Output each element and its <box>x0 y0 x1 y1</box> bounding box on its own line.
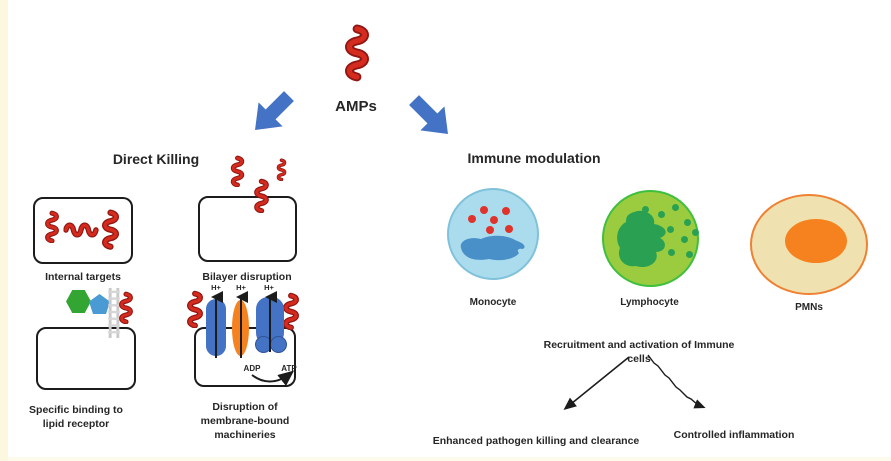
alpha-helix-icon <box>283 292 299 330</box>
pmn-cell <box>750 194 868 295</box>
page-edge-left <box>0 0 8 461</box>
granule-dot <box>490 216 498 224</box>
alpha-helix-icon <box>187 290 203 328</box>
h-plus-label: H+ <box>264 283 274 292</box>
machinery-line3: machineries <box>214 429 276 441</box>
ligand-pentagon-icon <box>89 294 110 314</box>
alpha-helix-icon <box>254 178 269 213</box>
h-plus-label: H+ <box>236 283 246 292</box>
granule-dot <box>692 229 699 236</box>
ligand-hexagon-icon <box>66 290 91 313</box>
outcome-inflammation-label: Controlled inflammation <box>673 429 795 441</box>
granule-dot <box>486 226 494 234</box>
adp-label: ADP <box>243 364 261 373</box>
monocyte-label: Monocyte <box>469 297 517 308</box>
alpha-helix-icon <box>276 158 287 181</box>
atp-label: ATP <box>281 364 297 373</box>
monocyte-cell <box>447 188 539 280</box>
granule-dot <box>642 206 649 213</box>
granule-dot <box>672 204 679 211</box>
immune-modulation-title: Immune modulation <box>467 150 601 166</box>
ion-channel-icon <box>206 299 226 356</box>
alpha-helix-icon <box>45 210 59 243</box>
amps-label: AMPs <box>335 98 377 115</box>
internal-targets-label: Internal targets <box>45 271 121 283</box>
granule-dot <box>658 211 665 218</box>
alpha-helix-icon <box>119 291 133 324</box>
h-plus-label: H+ <box>211 283 221 292</box>
bilayer-cell <box>198 196 297 262</box>
atp-synthase-subunit-icon <box>270 336 287 353</box>
lymphocyte-cell <box>602 190 699 287</box>
machinery-label: Disruption of membrane-bound machineries <box>185 400 305 442</box>
branch-arrow-right-icon <box>394 80 468 154</box>
machinery-line1: Disruption of <box>212 401 278 413</box>
machinery-line2: membrane-bound <box>200 415 290 427</box>
monocyte-nucleus-shape <box>460 235 525 261</box>
pmn-label: PMNs <box>795 302 823 313</box>
alpha-helix-icon <box>102 206 119 252</box>
pmn-nucleus-shape <box>785 219 847 263</box>
specific-binding-line2: lipid receptor <box>42 418 110 430</box>
page-edge-bottom <box>0 457 891 461</box>
granule-dot <box>468 215 476 223</box>
granule-dot <box>667 226 674 233</box>
granule-dot <box>505 225 513 233</box>
branch-arrow-left-icon <box>235 76 309 150</box>
bilayer-label: Bilayer disruption <box>202 271 292 283</box>
lymphocyte-label: Lymphocyte <box>620 297 679 308</box>
recruitment-label: Recruitment and activation of Immune cel… <box>543 339 735 365</box>
specific-binding-label: Specific binding to lipid receptor <box>16 403 136 431</box>
lipid-receptor-cell <box>36 327 136 390</box>
granule-dot <box>681 236 688 243</box>
granule-dot <box>502 207 510 215</box>
granule-dot <box>668 249 675 256</box>
granule-dot <box>686 251 693 258</box>
granule-dot <box>684 219 691 226</box>
direct-killing-title: Direct Killing <box>112 151 200 167</box>
transporter-icon <box>232 300 249 356</box>
alpha-helix-icon <box>230 155 245 187</box>
specific-binding-line1: Specific binding to <box>29 404 123 416</box>
lymphocyte-nucleus-shape <box>617 210 666 268</box>
outcome-killing-label: Enhanced pathogen killing and clearance <box>432 435 640 447</box>
alpha-helix-icon <box>345 19 369 85</box>
alpha-helix-icon <box>64 223 100 238</box>
granule-dot <box>480 206 488 214</box>
